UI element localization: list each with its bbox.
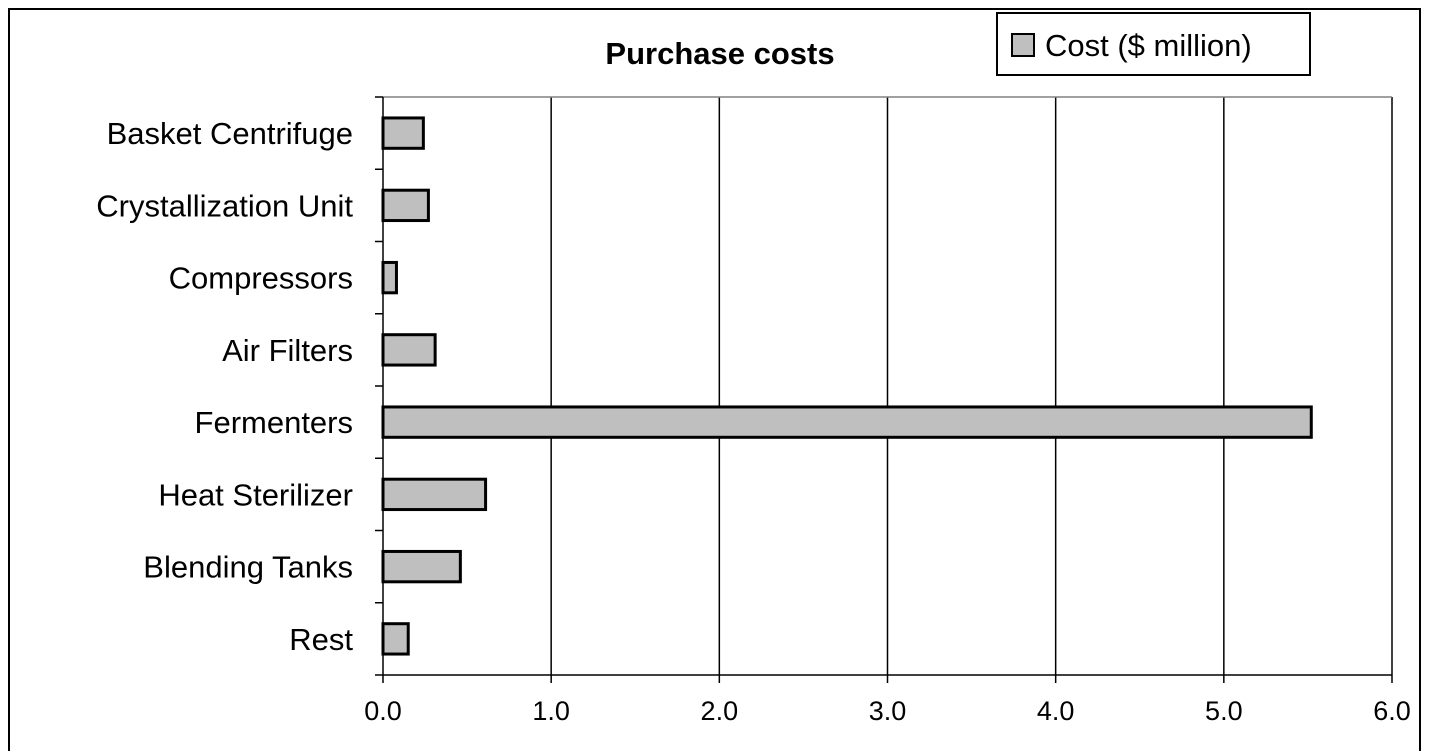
bar (381, 477, 488, 512)
x-tick-label: 4.0 (1037, 696, 1075, 726)
category-label: Crystallization Unit (96, 188, 353, 223)
bar (381, 188, 430, 223)
x-tick-label: 0.0 (364, 696, 402, 726)
axes (375, 96, 1393, 683)
bar (381, 622, 410, 656)
bar (381, 333, 437, 367)
legend-box (996, 12, 1311, 76)
x-tick-label: 2.0 (701, 696, 739, 726)
x-tick-label: 3.0 (869, 696, 907, 726)
axis-labels: 0.0 1.0 2.0 3.0 4.0 5.0 6.0 Basket Centrifuge Cr… (96, 116, 1410, 726)
gridlines (550, 97, 1393, 675)
category-label: Air Filters (222, 333, 353, 368)
chart-title: Purchase costs (605, 36, 834, 71)
category-label: Basket Centrifuge (107, 116, 353, 151)
legend: Cost ($ million) (996, 12, 1311, 76)
bar (381, 260, 398, 295)
category-label: Fermenters (195, 405, 353, 440)
category-label: Heat Sterilizer (158, 477, 353, 512)
category-label: Rest (289, 622, 353, 657)
legend-label: Cost ($ million) (1045, 28, 1252, 63)
category-label: Blending Tanks (143, 550, 353, 585)
x-tick-label: 1.0 (532, 696, 570, 726)
x-tick-label: 5.0 (1205, 696, 1243, 726)
bar (381, 405, 1313, 439)
bar (381, 549, 462, 584)
bar (381, 116, 425, 150)
chart-border (8, 8, 1421, 756)
category-label: Compressors (169, 261, 353, 296)
x-tick-label: 6.0 (1373, 696, 1411, 726)
legend-swatch (1011, 33, 1035, 57)
